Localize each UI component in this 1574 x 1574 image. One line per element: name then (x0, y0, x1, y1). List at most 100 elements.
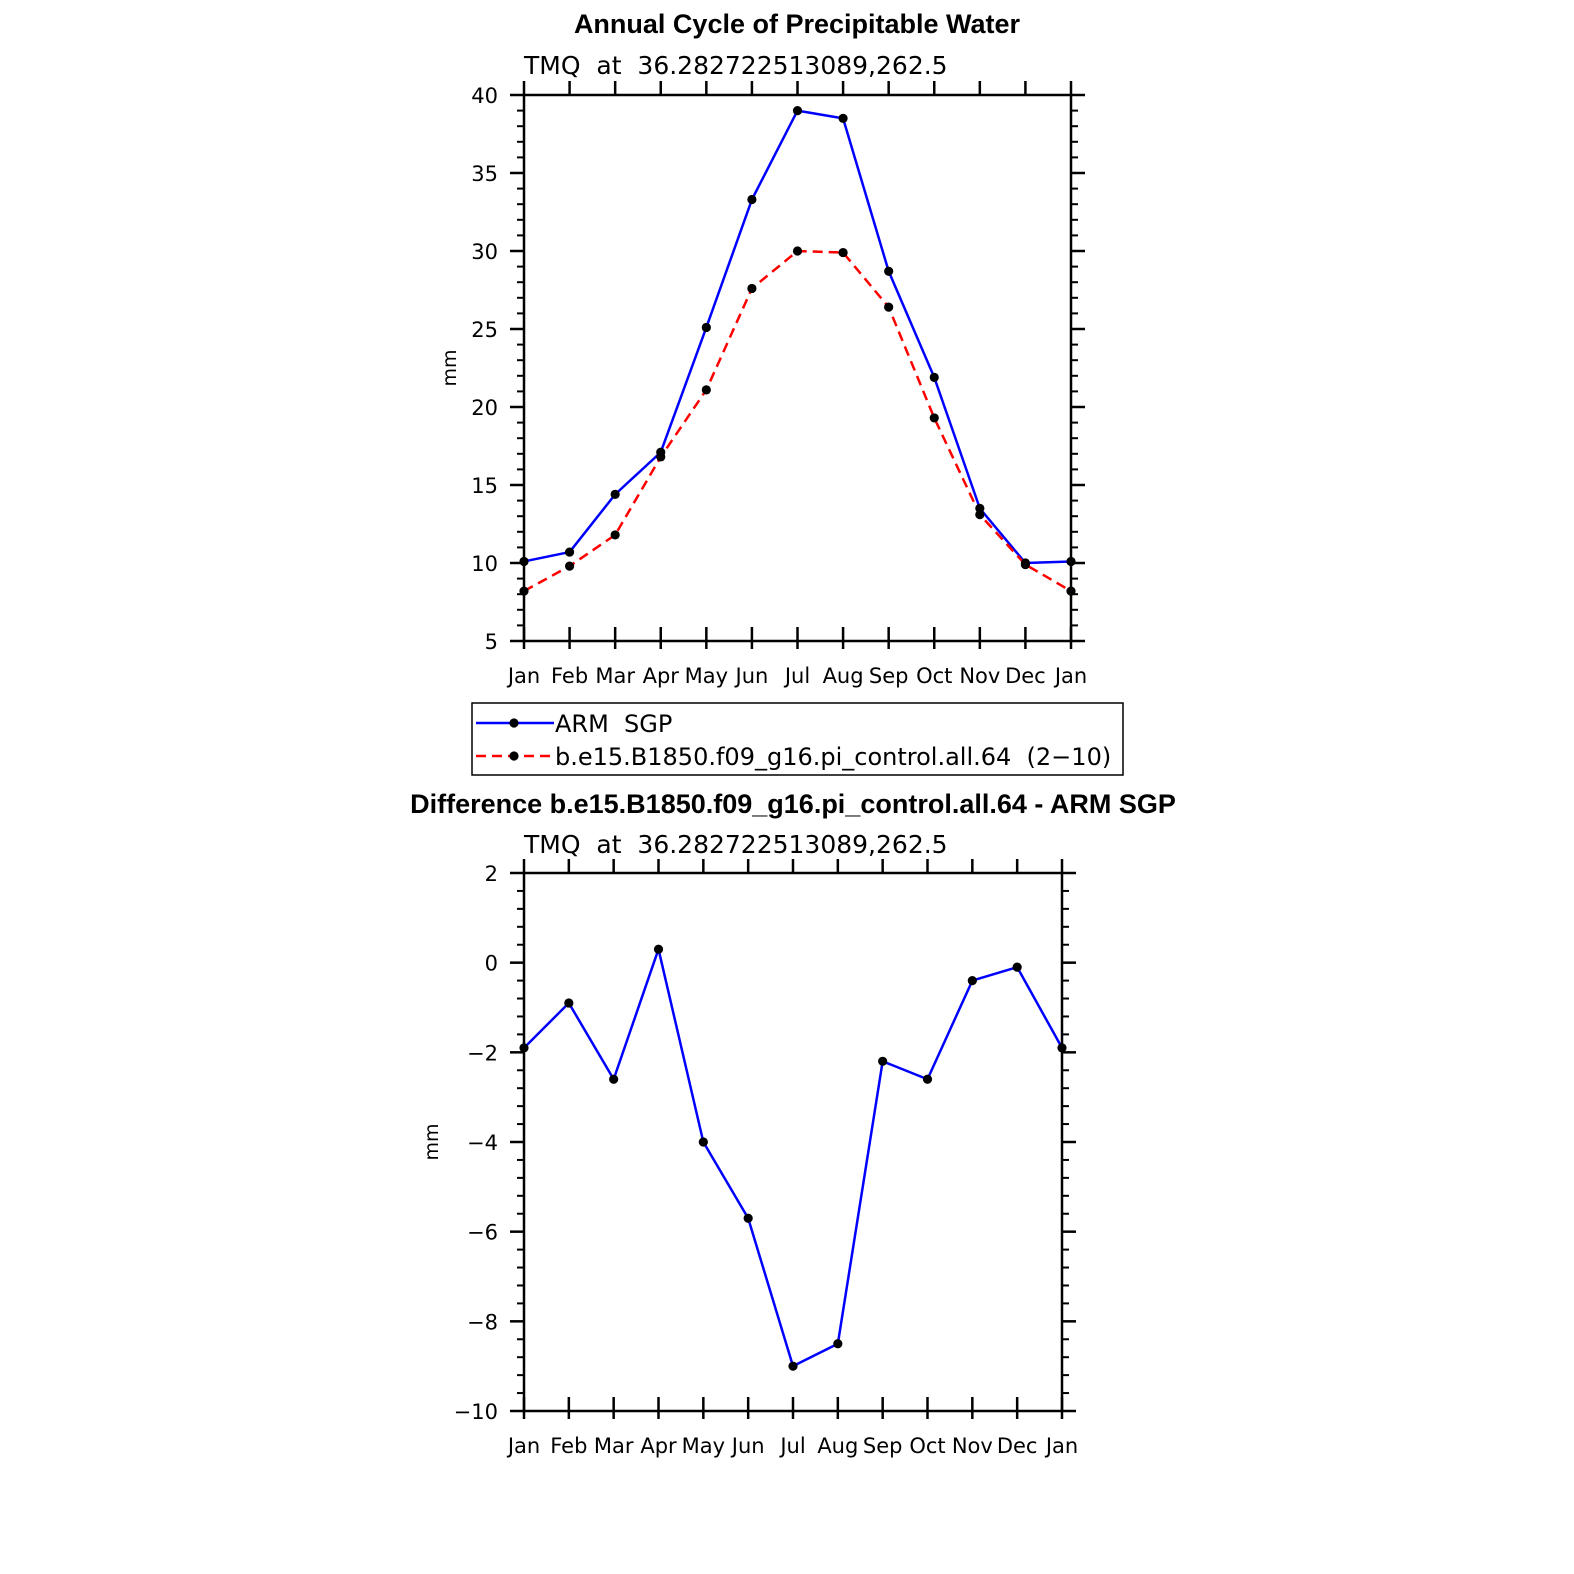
series-line-0-1 (523, 249, 1072, 593)
bottom-ytick-labels: −10 −8 −6 −4 −2 0 2 (454, 862, 498, 1424)
data-point-0-1 (929, 413, 939, 423)
data-point-1-0 (609, 1074, 619, 1084)
bottom-xtick-labels: Jan Feb Mar Apr May Jun Jul Aug Sep Oct Nov Dec Jan (506, 1434, 1078, 1458)
legend-label-model: b.e15.B1850.f09_g16.pi_control.all.64 (2… (555, 743, 1111, 771)
top-xtick-labels: Jan Feb Mar Apr May Jun Jul Aug Sep Oct Nov Dec Jan (506, 664, 1087, 688)
top-ticks (510, 81, 1085, 649)
x-tick-label: Mar (595, 664, 635, 688)
y-tick-label: 25 (471, 318, 498, 342)
x-tick-label: Nov (952, 1434, 993, 1458)
data-point-1-0 (788, 1361, 798, 1371)
x-tick-label: Apr (643, 664, 680, 688)
x-tick-label: Jan (1044, 1434, 1078, 1458)
x-tick-label: Jan (1053, 664, 1087, 688)
data-point-0-1 (792, 246, 803, 256)
y-tick-label: −8 (467, 1310, 498, 1334)
data-point-1-0 (833, 1339, 843, 1349)
data-point-0-1 (564, 561, 575, 571)
x-tick-label: Jan (506, 1434, 540, 1458)
data-point-0-0 (929, 372, 939, 382)
data-point-0-1 (838, 247, 848, 258)
x-tick-label: Sep (869, 664, 909, 688)
bottom-plot-frame (522, 871, 1064, 1413)
x-tick-label: Mar (594, 1434, 634, 1458)
y-tick-label: 40 (471, 84, 498, 108)
top-subtitle: TMQ at 36.282722513089,262.5 (523, 51, 948, 80)
y-tick-label: 15 (471, 474, 498, 498)
bottom-title: Difference b.e15.B1850.f09_g16.pi_contro… (410, 789, 1176, 819)
x-tick-label: Sep (863, 1434, 903, 1458)
y-tick-label: 0 (485, 952, 498, 976)
data-point-1-0 (922, 1074, 933, 1084)
y-tick-label: 5 (485, 630, 498, 654)
top-ylabel: mm (439, 349, 461, 386)
bottom-series (519, 944, 1067, 1371)
x-tick-label: May (685, 664, 728, 688)
top-title: Annual Cycle of Precipitable Water (574, 9, 1021, 39)
y-tick-label: 10 (471, 552, 498, 576)
x-tick-label: Jun (734, 664, 769, 688)
y-tick-label: 35 (471, 162, 498, 186)
top-minor-ticks (517, 109, 1078, 627)
x-tick-label: Oct (916, 664, 952, 688)
data-point-0-1 (884, 302, 894, 312)
x-tick-label: Aug (817, 1434, 858, 1458)
legend-marker-arm (509, 718, 519, 728)
x-tick-label: Apr (640, 1434, 677, 1458)
data-point-0-0 (838, 113, 848, 123)
data-point-1-0 (698, 1137, 708, 1147)
y-tick-label: −4 (467, 1131, 498, 1155)
data-point-0-1 (610, 530, 620, 540)
x-tick-label: Jul (778, 1434, 805, 1458)
y-tick-label: 2 (485, 862, 498, 886)
x-tick-label: Jul (783, 664, 810, 688)
bottom-panel: Difference b.e15.B1850.f09_g16.pi_contro… (410, 789, 1176, 1458)
data-point-0-0 (884, 266, 894, 276)
x-tick-label: Dec (1005, 664, 1046, 688)
series-line-1-0 (523, 947, 1064, 1368)
x-tick-label: Feb (551, 664, 588, 688)
y-tick-label: −2 (467, 1041, 498, 1065)
data-point-0-0 (747, 194, 757, 205)
legend: ARM SGP b.e15.B1850.f09_g16.pi_control.a… (471, 702, 1124, 776)
top-panel: Annual Cycle of Precipitable Water TMQ a… (439, 9, 1087, 688)
y-tick-label: −10 (454, 1400, 498, 1424)
top-plot-frame (522, 93, 1073, 643)
y-tick-label: −6 (467, 1221, 498, 1245)
data-point-0-1 (701, 385, 711, 395)
legend-box (471, 702, 1124, 776)
legend-marker-model (509, 751, 519, 761)
data-point-1-0 (1012, 962, 1022, 972)
x-tick-label: Nov (959, 664, 1000, 688)
data-point-0-0 (610, 489, 620, 499)
data-point-0-0 (792, 106, 803, 116)
legend-entry-arm: ARM SGP (476, 710, 672, 738)
data-point-1-0 (564, 998, 574, 1008)
bottom-minor-ticks (517, 889, 1069, 1395)
x-tick-label: Dec (997, 1434, 1038, 1458)
x-tick-label: Aug (823, 664, 864, 688)
y-tick-label: 20 (471, 396, 498, 420)
data-point-0-0 (701, 322, 711, 333)
x-tick-label: Oct (909, 1434, 945, 1458)
bottom-ylabel: mm (421, 1123, 443, 1160)
data-point-0-1 (975, 510, 985, 520)
data-point-1-0 (653, 944, 664, 954)
legend-label-arm: ARM SGP (555, 710, 672, 738)
top-series (519, 106, 1076, 596)
data-point-1-0 (967, 976, 977, 986)
legend-entry-model: b.e15.B1850.f09_g16.pi_control.all.64 (2… (476, 743, 1111, 771)
data-point-1-0 (743, 1213, 753, 1223)
bottom-ticks (510, 859, 1076, 1419)
data-point-0-1 (656, 452, 666, 462)
bottom-subtitle: TMQ at 36.282722513089,262.5 (523, 830, 948, 859)
x-tick-label: Feb (550, 1434, 587, 1458)
data-point-0-1 (1020, 559, 1031, 570)
y-tick-label: 30 (471, 240, 498, 264)
series-line-0-0 (523, 109, 1072, 565)
data-point-0-0 (564, 547, 575, 557)
data-point-1-0 (878, 1056, 888, 1066)
x-tick-label: Jun (730, 1434, 765, 1458)
data-point-0-1 (747, 283, 757, 294)
